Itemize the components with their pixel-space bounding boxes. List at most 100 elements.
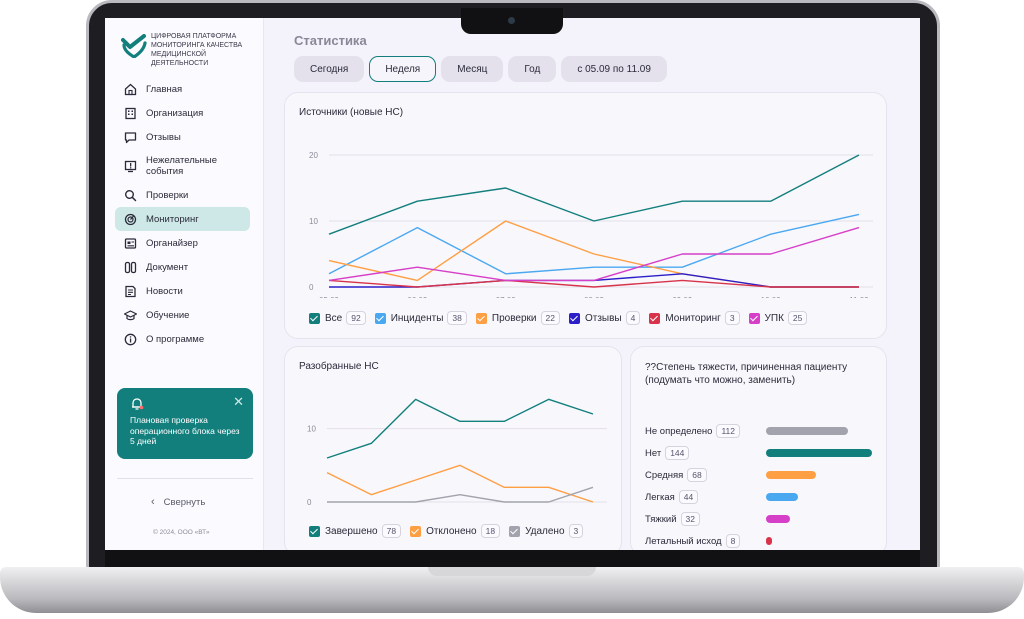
sidebar-item-reviews[interactable]: Отзывы [115,125,250,149]
legend-count: 38 [447,311,467,325]
screen: Цифровая платформа мониторинга качества … [105,18,920,550]
sidebar-item-organizer[interactable]: Органайзер [115,231,250,255]
sidebar-item-label: Новости [146,285,183,297]
series-line[interactable] [326,464,594,503]
legend-item-deleted[interactable]: Удалено 3 [509,524,584,538]
legend-item-incidents[interactable]: Инциденты 38 [374,311,467,325]
sidebar-item-home[interactable]: Главная [115,77,250,101]
y-tick-label: 0 [307,498,312,507]
legend-label: Мониторинг [665,312,721,324]
severity-count: 44 [678,490,699,504]
severity-card: ??Степень тяжести, причиненная пациенту … [630,346,887,550]
series-line[interactable] [326,398,594,459]
severity-row: Не определено 112 [645,424,740,438]
severity-row: Легкая 44 [645,490,699,504]
severity-count: 68 [687,468,707,482]
severity-count: 144 [665,446,690,460]
collapse-button[interactable]: ‹ Свернуть [151,496,205,508]
sidebar: Цифровая платформа мониторинга качества … [105,18,264,550]
severity-bar [766,515,790,523]
series-line[interactable] [328,213,860,275]
search-icon [124,189,137,202]
legend-count: 18 [480,524,501,538]
severity-label: Легкая [645,491,675,503]
sidebar-item-education[interactable]: Обучение [115,303,250,327]
x-tick-label: 11.09 [849,296,869,298]
severity-label: Нет [645,447,662,459]
legend-label: Отзывы [584,312,622,324]
y-tick-label: 10 [307,425,316,434]
severity-label: Не определено [645,425,713,437]
info-icon [124,333,137,346]
sidebar-item-news[interactable]: Новости [115,279,250,303]
x-tick-label: 10.09 [761,296,782,298]
sidebar-item-organization[interactable]: Организация [115,101,250,125]
x-tick-label: 06.09 [407,296,428,298]
sidebar-item-label: Нежелательные события [146,155,218,177]
alert-icon [124,160,137,173]
series-line[interactable] [328,226,860,282]
tab-week[interactable]: Неделя [369,56,437,82]
series-line[interactable] [328,154,860,235]
severity-row: Тяжкий 32 [645,512,701,526]
sidebar-item-label: Главная [146,83,183,95]
legend-label: Отклонено [426,525,477,537]
tab-year[interactable]: Год [508,56,557,82]
x-tick-label: 07.09 [406,511,427,512]
legend-count: 25 [787,311,808,325]
legend-item-monitoring[interactable]: Мониторинг 3 [649,311,740,325]
severity-bar [766,427,849,435]
tab-date-range[interactable]: с 05.09 по 11.09 [561,56,667,82]
home-icon [124,83,137,96]
processed-line-chart: 0 10 05.09 06.09 07.09 08.09 09.09 10.09 11.09 [307,398,607,512]
notification-card[interactable]: ✕ Плановая проверка операционного блока … [117,388,253,459]
notification-text: Плановая проверка операционного блока че… [130,415,240,446]
severity-bar [766,471,817,479]
screen-bezel [105,550,920,567]
chat-icon [124,131,137,144]
tab-month[interactable]: Месяц [441,56,504,82]
page-title: Статистика [294,33,367,48]
logo[interactable]: Цифровая платформа мониторинга качества … [121,28,251,72]
x-tick-label: 05.09 [317,511,338,512]
legend-item-checks[interactable]: Проверки 22 [475,311,560,325]
checkbox-icon [649,312,661,324]
tab-today[interactable]: Сегодня [294,56,365,82]
x-tick-label: 09.09 [672,296,693,298]
sidebar-item-label: Органайзер [146,237,198,249]
sidebar-item-monitoring[interactable]: Мониторинг [115,207,250,231]
severity-row: Нет 144 [645,446,690,460]
sources-legend: Все 92 Инциденты 38 Проверки 22 Отзывы 4 Мон… [309,311,816,325]
legend-item-reviews[interactable]: Отзывы 4 [568,311,641,325]
sidebar-item-checks[interactable]: Проверки [115,183,250,207]
close-icon[interactable]: ✕ [233,394,244,409]
series-line[interactable] [328,220,859,288]
legend-item-upk[interactable]: УПК 25 [748,311,808,325]
legend-count: 78 [381,524,402,538]
sources-chart-title: Источники (новые НС) [299,107,404,118]
sidebar-item-adverse-events[interactable]: Нежелательные события [115,149,250,183]
legend-item-completed[interactable]: Завершено 78 [309,524,402,538]
sidebar-item-about[interactable]: О программе [115,327,250,351]
collapse-label: Свернуть [163,496,206,508]
sidebar-item-label: Мониторинг [146,213,199,225]
legend-label: УПК [764,312,784,324]
checkbox-icon [309,525,320,537]
series-line[interactable] [328,279,859,288]
series-line[interactable] [327,486,594,503]
legend-item-rejected[interactable]: Отклонено 18 [410,524,501,538]
radar-icon [124,213,137,226]
severity-label: Летальный исход [645,535,722,547]
news-icon [124,285,137,298]
sidebar-item-document[interactable]: Документ [115,255,250,279]
x-tick-label: 05.09 [319,296,340,298]
legend-count: 4 [625,311,641,325]
period-tabs: Сегодня Неделя Месяц Год с 05.09 по 11.0… [294,56,672,82]
legend-item-all[interactable]: Все 92 [309,311,366,325]
processed-chart-title: Разобранные НС [299,361,379,372]
checkbox-icon [410,525,422,537]
processed-legend: Завершено 78 Отклонено 18 Удалено 3 [309,524,592,538]
checkbox-icon [509,525,521,537]
checkbox-icon [309,312,320,324]
severity-label: Средняя [645,469,684,481]
